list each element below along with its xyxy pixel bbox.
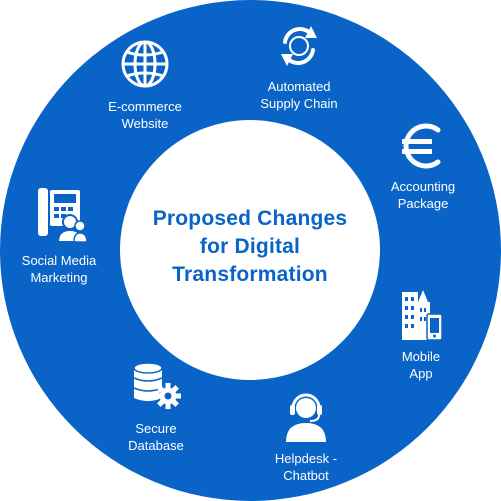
item-mobile: Mobile App (356, 284, 486, 382)
database-gear-icon (133, 362, 181, 409)
item-database: Secure Database (91, 358, 221, 454)
title-line: Proposed Changes (152, 207, 348, 230)
item-label: Social Media (21, 253, 97, 268)
item-label: App (409, 366, 433, 381)
headset-agent-icon (286, 393, 326, 442)
item-label: E-commerce (108, 99, 182, 114)
item-accounting: Accounting Package (358, 120, 488, 212)
euro-icon (402, 123, 441, 169)
item-label: Accounting (390, 179, 456, 194)
item-label: Automated (267, 79, 331, 94)
item-supply-chain: Automated Supply Chain (234, 22, 364, 112)
item-label: Secure (135, 421, 177, 436)
item-label: Supply Chain (260, 96, 338, 111)
title-line: Transformation (172, 263, 328, 286)
item-label: Package (397, 196, 449, 211)
cycle-arrows-icon (281, 26, 317, 66)
item-social: Social Media Marketing (0, 186, 124, 286)
title-line: for Digital (199, 235, 301, 258)
item-label: Website (121, 116, 169, 131)
globe-icon (121, 40, 169, 88)
phone-users-icon (38, 188, 88, 243)
item-label: Chatbot (283, 468, 329, 483)
item-helpdesk: Helpdesk - Chatbot (241, 388, 371, 484)
buildings-phone-icon (402, 290, 443, 341)
item-label: Helpdesk - (274, 451, 338, 466)
item-label: Marketing (30, 270, 88, 285)
item-ecommerce: E-commerce Website (80, 38, 210, 132)
item-label: Mobile (401, 349, 441, 364)
diagram-title: Proposed Changes for Digital Transformat… (120, 205, 380, 289)
center-circle (120, 120, 380, 380)
item-label: Database (128, 438, 184, 453)
